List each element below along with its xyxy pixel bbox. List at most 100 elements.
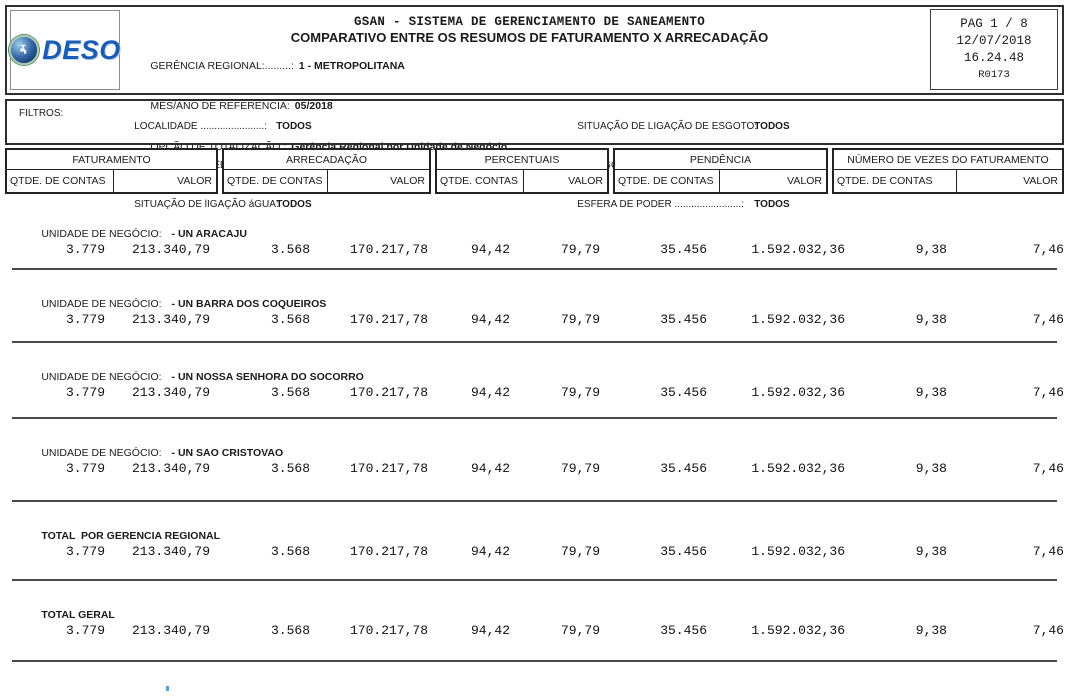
data-cell: 3.779	[65, 242, 105, 257]
data-cell: 79,79	[560, 242, 600, 257]
data-cell: 3.568	[270, 461, 310, 476]
section-un-nossa-senhora-do-socorro: UNIDADE DE NEGÓCIO: - UN NOSSA SENHORA DO…	[5, 343, 1064, 419]
data-cell: 9,38	[915, 544, 947, 559]
data-cell: 94,42	[470, 242, 510, 257]
data-cell: 213.340,79	[131, 312, 210, 327]
data-cell: 170.217,78	[349, 623, 428, 638]
data-cell: 170.217,78	[349, 544, 428, 559]
data-cell: 1.592.032,36	[751, 623, 845, 638]
month-value: 05/2018	[294, 100, 333, 112]
data-cell: 94,42	[470, 461, 510, 476]
filters-box: FILTROS: LOCALIDADE ....................…	[5, 99, 1064, 210]
col-qtde-contas: QTDE. DE CONTAS	[834, 170, 957, 192]
data-cell: 3.568	[270, 312, 310, 327]
data-cell: 79,79	[560, 544, 600, 559]
filter-label: LOCALIDADE .......................:	[134, 121, 268, 132]
filter-value: TODOS	[754, 121, 790, 132]
section-title: UNIDADE DE NEGÓCIO: - UN BARRA DOS COQUEI…	[18, 286, 326, 322]
filter-localidade: LOCALIDADE .......................: TODOS	[112, 107, 312, 146]
group-label: PENDÊNCIA	[615, 150, 826, 170]
filter-esfera-poder: ESFERA DE PODER ........................…	[555, 185, 789, 224]
data-cell: 3.568	[270, 385, 310, 400]
data-cell: 35.456	[660, 242, 707, 257]
section-un-sao-cristovao: UNIDADE DE NEGÓCIO: - UN SAO CRISTOVAO 3.…	[5, 419, 1064, 502]
data-cell: 35.456	[660, 623, 707, 638]
data-cell: 213.340,79	[131, 385, 210, 400]
data-cell: 7,46	[1032, 242, 1064, 257]
group-subheader: QTDE. DE CONTAS VALOR	[224, 170, 429, 192]
data-cell: 9,38	[915, 461, 947, 476]
section-name: - UN ARACAJU	[171, 228, 247, 240]
data-cell: 7,46	[1032, 623, 1064, 638]
data-cell: 213.340,79	[131, 544, 210, 559]
column-group-pendencia: PENDÊNCIA QTDE. DE CONTAS VALOR	[613, 148, 828, 194]
col-valor: VALOR	[787, 175, 822, 187]
data-cell: 3.568	[270, 623, 310, 638]
meta-regional: GERÊNCIA REGIONAL:.........: 1 - METROPOL…	[127, 46, 507, 87]
regional-value: 1 - METROPOLITANA	[298, 59, 405, 72]
regional-label: GERÊNCIA REGIONAL:.........:	[150, 59, 294, 72]
group-label: NÚMERO DE VEZES DO FATURAMENTO	[834, 150, 1062, 170]
report-code: R0173	[978, 69, 1010, 81]
data-cell: 170.217,78	[349, 312, 428, 327]
data-cell: 3.779	[65, 312, 105, 327]
group-subheader: QTDE. DE CONTAS VALOR	[7, 170, 216, 192]
data-cell: 79,79	[560, 623, 600, 638]
column-group-numero-vezes: NÚMERO DE VEZES DO FATURAMENTO QTDE. DE …	[832, 148, 1064, 194]
filter-label: ESFERA DE PODER ........................…	[577, 199, 744, 210]
data-cell: 170.217,78	[349, 242, 428, 257]
section-name: TOTAL GERAL	[41, 609, 115, 621]
data-cell: 1.592.032,36	[751, 242, 845, 257]
data-cell: 213.340,79	[131, 461, 210, 476]
table-row: 3.779 213.340,79 3.568 170.217,78 94,42 …	[5, 242, 1064, 257]
section-name: - UN BARRA DOS COQUEIROS	[171, 298, 327, 310]
data-cell: 3.568	[270, 544, 310, 559]
section-name: TOTAL POR GERENCIA REGIONAL	[41, 530, 221, 542]
data-cell: 35.456	[660, 544, 707, 559]
table-row: 3.779 213.340,79 3.568 170.217,78 94,42 …	[5, 461, 1064, 476]
deso-logo: DESO	[9, 35, 121, 66]
data-cell: 3.779	[65, 623, 105, 638]
data-cell: 170.217,78	[349, 385, 428, 400]
column-group-percentuais: PERCENTUAIS QTDE. CONTAS VALOR	[435, 148, 609, 194]
col-valor: VALOR	[390, 175, 425, 187]
section-divider	[12, 500, 1057, 502]
filter-value: TODOS	[276, 121, 312, 132]
col-valor: VALOR	[1023, 175, 1058, 187]
data-cell: 7,46	[1032, 544, 1064, 559]
section-prefix: UNIDADE DE NEGÓCIO:	[41, 447, 162, 459]
deso-logo-icon	[9, 35, 40, 65]
data-cell: 9,38	[915, 623, 947, 638]
data-cell: 79,79	[560, 312, 600, 327]
section-divider	[12, 268, 1057, 270]
data-cell: 7,46	[1032, 385, 1064, 400]
section-divider	[12, 660, 1057, 662]
data-cell: 3.779	[65, 544, 105, 559]
logo-box: DESO	[9, 10, 121, 90]
table-row: 3.779 213.340,79 3.568 170.217,78 94,42 …	[5, 385, 1064, 400]
section-title: TOTAL GERAL	[18, 597, 115, 633]
filter-situacao-esgoto: SITUAÇÃO DE LIGAÇÃO DE ESGOTO:TODOS	[555, 107, 790, 146]
section-title: TOTAL POR GERENCIA REGIONAL	[18, 518, 220, 554]
col-qtde-contas: QTDE. DE CONTAS	[224, 170, 328, 192]
group-subheader: QTDE. DE CONTAS VALOR	[834, 170, 1062, 192]
section-total-geral: TOTAL GERAL 3.779 213.340,79 3.568 170.2…	[5, 581, 1064, 662]
data-cell: 94,42	[470, 385, 510, 400]
data-cell: 213.340,79	[131, 623, 210, 638]
section-name: - UN NOSSA SENHORA DO SOCORRO	[171, 371, 364, 383]
col-valor: VALOR	[568, 175, 603, 187]
report-date: 12/07/2018	[956, 34, 1032, 48]
column-group-arrecadacao: ARRECADAÇÃO QTDE. DE CONTAS VALOR	[222, 148, 431, 194]
report-header: DESO GSAN - SISTEMA DE GERENCIAMENTO DE …	[5, 5, 1064, 153]
page-number: PAG 1 / 8	[960, 17, 1028, 31]
section-name: - UN SAO CRISTOVAO	[171, 447, 284, 459]
section-divider	[12, 341, 1057, 343]
report-title: COMPARATIVO ENTRE OS RESUMOS DE FATURAME…	[290, 30, 769, 45]
data-cell: 79,79	[560, 385, 600, 400]
data-cell: 213.340,79	[131, 242, 210, 257]
filter-label: SITUAÇÃO DE LIGAÇÃO DE ESGOTO:	[577, 121, 758, 132]
data-cell: 1.592.032,36	[751, 312, 845, 327]
data-cell: 35.456	[660, 312, 707, 327]
data-cell: 3.779	[65, 385, 105, 400]
